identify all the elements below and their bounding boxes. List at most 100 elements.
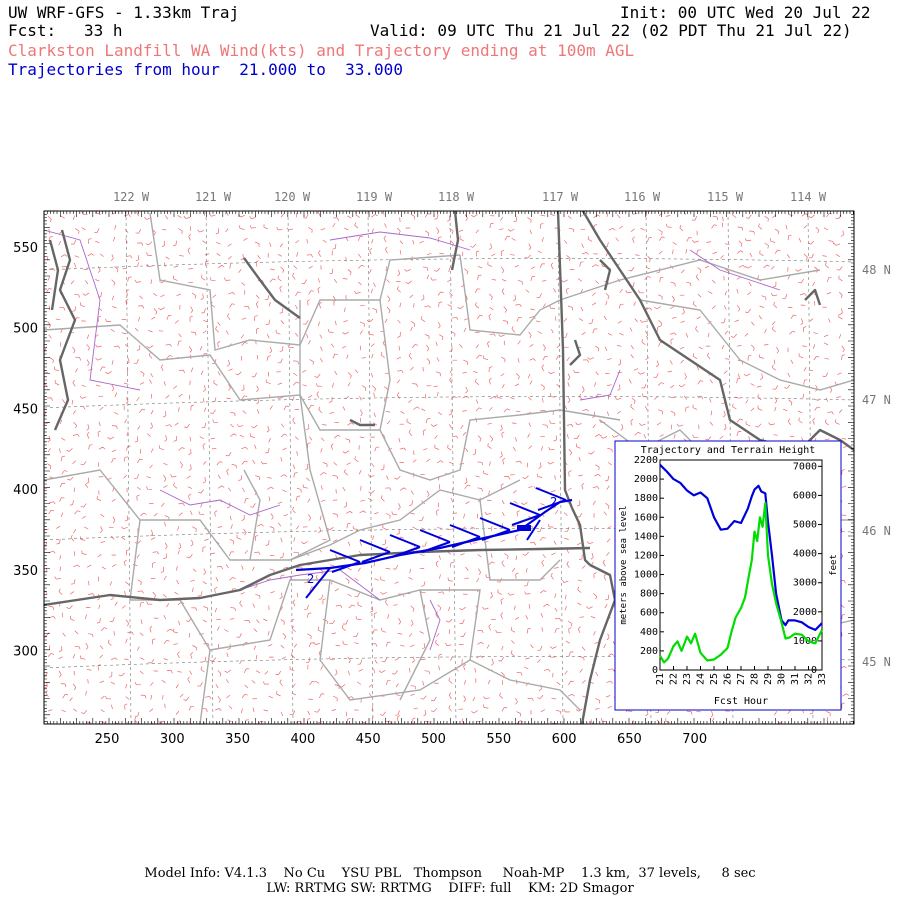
x-tick-label: 300 <box>160 732 185 747</box>
meridian-line <box>287 211 294 724</box>
county-border <box>243 469 261 561</box>
inset-left-tick-label: 1000 <box>634 570 658 581</box>
frame-tick-marks <box>43 210 854 724</box>
x-tick-label: 550 <box>486 732 511 747</box>
river <box>239 574 301 591</box>
inset-series <box>659 464 823 664</box>
inset-right-tick-label: 5000 <box>793 520 817 531</box>
frame-ticks <box>43 210 854 724</box>
county-border <box>639 299 854 391</box>
inset-x-axis: 21 22 23 24 25 26 27 28 29 30 31 32 33 <box>655 666 828 685</box>
inset-right-tick-label: 2000 <box>793 607 817 618</box>
map-area: 22 <box>44 211 854 724</box>
trajectory-arrow <box>509 502 541 526</box>
inset-x-tick-label: 27 <box>736 673 747 685</box>
state-border <box>450 211 460 271</box>
state-border <box>44 546 591 607</box>
state-border <box>53 229 77 431</box>
y-tick-label: 550 <box>13 241 38 256</box>
y-tick-label: 500 <box>13 322 38 337</box>
county-border <box>199 649 211 724</box>
river <box>579 369 621 401</box>
x-tick-label: 700 <box>682 732 707 747</box>
state-border <box>570 507 591 566</box>
county-border <box>44 469 521 561</box>
model-info-line2: LW: RRTMG SW: RRTMG DIFF: full KM: 2D Sm… <box>266 881 634 896</box>
county-border <box>44 324 380 431</box>
county-border <box>289 300 331 561</box>
valid-time: Valid: 09 UTC Thu 21 Jul 22 (02 PDT Thu … <box>370 21 852 40</box>
longitude-label: 116 W <box>624 190 661 204</box>
latitude-label: 46 N <box>862 524 891 538</box>
county-border <box>319 579 471 701</box>
inset-x-tick-label: 23 <box>682 673 693 685</box>
inset-left-tick-label: 1200 <box>634 550 658 561</box>
init-time: Init: 00 UTC Wed 20 Jul 22 <box>620 3 871 22</box>
river <box>44 229 141 391</box>
inset-x-tick-label: 29 <box>763 673 774 685</box>
longitude-label: 115 W <box>707 190 744 204</box>
river <box>159 489 281 516</box>
inset-x-tick-label: 32 <box>804 673 815 685</box>
state-border <box>556 211 574 509</box>
meridian-line <box>449 211 457 724</box>
latitude-label: 47 N <box>862 393 891 407</box>
inset-left-tick-label: 400 <box>640 627 658 638</box>
county-border <box>399 589 431 701</box>
longitude-labels: 122 W 121 W 120 W 119 W 118 W 117 W 116 W 115 W… <box>113 190 827 204</box>
inset-x-tick-label: 26 <box>723 673 734 685</box>
trajectory-end-marker: 2 <box>550 495 557 509</box>
x-tick-label: 350 <box>225 732 250 747</box>
y-tick-label: 350 <box>13 564 38 579</box>
longitude-label: 117 W <box>542 190 579 204</box>
county-border <box>559 259 821 301</box>
trajectory-arrow <box>359 539 391 563</box>
inset-left-tick-label: 1800 <box>634 493 658 504</box>
forecast-label: Fcst: <box>8 21 57 40</box>
y-tick-label: 400 <box>13 483 38 498</box>
inset-left-tick-label: 0 <box>652 665 658 676</box>
trajectory-arrow <box>479 517 511 541</box>
wind-barbs <box>44 211 849 724</box>
y-tick-label: 300 <box>13 645 38 660</box>
state-border <box>581 211 854 452</box>
trajectory-arrow <box>329 549 361 573</box>
y-tick-labels: 550 500 450 400 350 300 <box>13 241 38 660</box>
inset-left-tick-label: 2200 <box>634 455 658 466</box>
inset-x-tick-label: 22 <box>669 673 680 685</box>
county-border <box>479 499 561 581</box>
trajectory: 22 <box>295 487 573 599</box>
parallel-line <box>44 396 854 409</box>
trajectory-arrow <box>305 567 331 599</box>
meridian-line <box>367 211 374 724</box>
trajectory-end-box <box>517 525 531 531</box>
x-tick-label: 600 <box>552 732 577 747</box>
inset-x-tick-label: 30 <box>777 673 788 685</box>
map-title: UW WRF-GFS - 1.33km Traj <box>8 3 240 22</box>
x-tick-label: 400 <box>290 732 315 747</box>
inset-x-tick-label: 21 <box>655 673 666 685</box>
trajectory-arrow <box>449 524 481 548</box>
parallel-line <box>44 528 854 541</box>
inset-right-tick-label: 6000 <box>793 490 817 501</box>
inset-right-tick-label: 7000 <box>793 461 817 472</box>
inset-left-tick-label: 800 <box>640 589 658 600</box>
model-info-line1: Model Info: V4.1.3 No Cu YSU PBL Thompso… <box>144 866 756 881</box>
longitude-label: 121 W <box>195 190 232 204</box>
parallel-line <box>44 258 854 271</box>
state-border <box>599 259 612 291</box>
inset-x-tick-label: 24 <box>696 673 707 685</box>
longitude-label: 119 W <box>356 190 393 204</box>
county-border <box>379 299 561 481</box>
meridian-line <box>125 211 132 724</box>
state-border <box>349 418 375 427</box>
inset-ylabel-left: meters above sea level <box>619 505 629 624</box>
inset-xlabel: Fcst Hour <box>714 696 768 707</box>
river <box>689 249 781 291</box>
state-borders <box>44 211 854 724</box>
inset-left-tick-label: 600 <box>640 608 658 619</box>
state-border <box>48 239 60 311</box>
trajectory-arrow <box>419 529 451 553</box>
county-border <box>469 589 581 711</box>
